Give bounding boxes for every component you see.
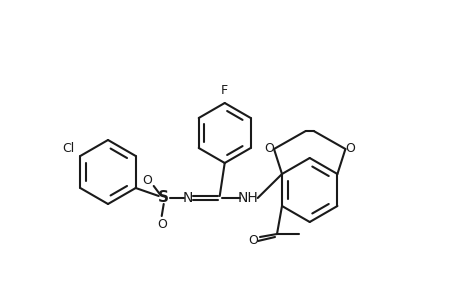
Text: O: O <box>263 142 274 155</box>
Text: O: O <box>141 173 151 187</box>
Text: O: O <box>345 142 355 155</box>
Text: N: N <box>182 191 192 205</box>
Text: S: S <box>158 190 169 206</box>
Text: Cl: Cl <box>62 142 74 154</box>
Text: O: O <box>157 218 166 232</box>
Text: F: F <box>221 84 228 97</box>
Text: NH: NH <box>237 191 257 205</box>
Text: O: O <box>247 235 257 248</box>
